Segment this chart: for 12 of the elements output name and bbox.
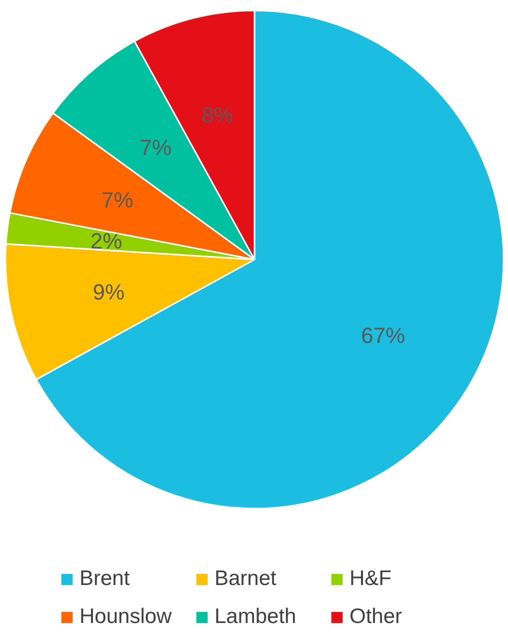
data-label: 8% [201,102,234,128]
data-label: 9% [92,280,125,305]
legend-label: Brent [80,567,131,591]
legend-label: Lambeth [214,605,298,629]
data-label: 67% [361,323,406,348]
legend-label: H&F [350,567,392,591]
legend-label: Other [350,605,404,629]
data-label: 7% [140,134,172,160]
data-label: 2% [90,228,122,254]
data-label: 7% [101,188,134,213]
legend-label: Barnet [214,567,278,591]
legend-label: Hounslow [80,605,173,629]
